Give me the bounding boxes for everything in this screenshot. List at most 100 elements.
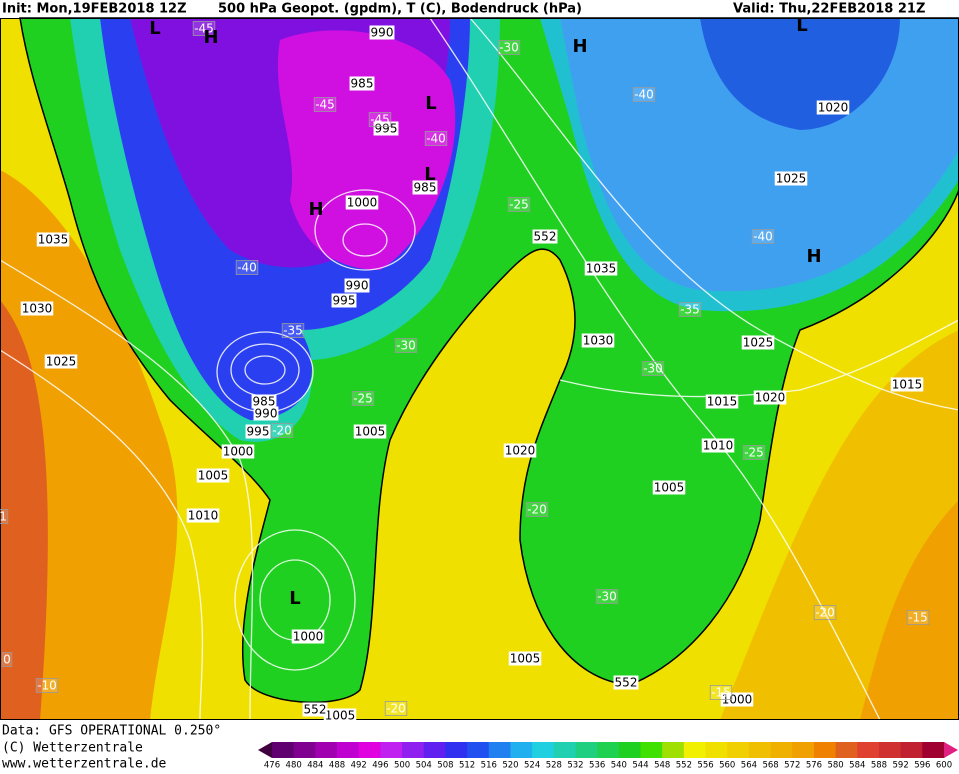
colorbar-label: 484 [307, 761, 323, 771]
temperature-label-box [641, 361, 665, 376]
pressure-label-box [373, 121, 399, 136]
temperature-label: -20 [272, 424, 292, 438]
temperature-label-box [281, 323, 305, 338]
pressure-label-box [774, 171, 808, 186]
copyright: (C) Wetterzentrale [2, 741, 143, 756]
temperature-label-box [424, 131, 448, 146]
colorbar: 476 480 484 488 492 496 500 504 508 512 516 520 524 5… [258, 742, 958, 771]
colorbar-label: 584 [849, 761, 865, 771]
pressure-label: 995 [333, 294, 356, 308]
height-label: 552 [534, 230, 557, 244]
temperature-label: -15 [908, 611, 928, 625]
temperature-label: -30 [643, 362, 663, 376]
temperature-label-box [497, 40, 521, 55]
pressure-center: H [806, 246, 821, 267]
colorbar-label: 476 [264, 761, 280, 771]
temperature-label-box [35, 678, 59, 693]
pressure-label: 990 [346, 279, 369, 293]
colorbar-label: 552 [676, 761, 692, 771]
colorbar-swatch [293, 742, 316, 758]
pressure-label: 1020 [818, 101, 849, 115]
colorbar-label: 588 [871, 761, 887, 771]
colorbar-label: 496 [372, 761, 388, 771]
temperature-label: -25 [509, 198, 529, 212]
pressure-label: 985 [351, 77, 374, 91]
init-time: Init: Mon,19FEB2018 12Z [2, 2, 187, 17]
pressure-label-box [369, 25, 395, 40]
colorbar-swatch [553, 742, 576, 758]
pressure-label-box [349, 76, 375, 91]
temperature-label-box [906, 610, 930, 625]
temperature-label: -45 [370, 113, 390, 127]
temperature-label-box [313, 97, 337, 112]
url: www.wetterzentrale.de [2, 757, 167, 771]
colorbar-label: 504 [416, 761, 432, 771]
pressure-label-box [323, 708, 357, 723]
colorbar-swatch [727, 742, 750, 758]
temperature-label-box [813, 605, 837, 620]
pressure-label: 1025 [776, 172, 807, 186]
colorbar-swatch [900, 742, 923, 758]
pressure-label-box [508, 651, 542, 666]
pressure-label: 1005 [198, 469, 229, 483]
temperature-label: -35 [680, 303, 700, 317]
pressure-label: 1000 [722, 693, 753, 707]
colorbar-label: 600 [936, 761, 952, 771]
colorbar-end [258, 742, 272, 758]
temperature-label-box [507, 197, 531, 212]
pressure-label-box [344, 278, 370, 293]
pressure-label: 1005 [510, 652, 541, 666]
pressure-label: 1010 [188, 509, 219, 523]
height-label: 552 [304, 703, 327, 717]
temperature-label-box [0, 509, 9, 524]
colorbar-label: 500 [394, 761, 410, 771]
colorbar-label: 564 [741, 761, 757, 771]
colorbar-label: 540 [611, 761, 627, 771]
colorbar-swatch [683, 742, 707, 758]
colorbar-swatch [532, 742, 555, 758]
pressure-center: H [308, 199, 323, 220]
pressure-label: 1005 [325, 709, 356, 723]
colorbar-swatch [662, 742, 685, 758]
pressure-label: 1000 [293, 630, 324, 644]
temperature-label-box [1, 652, 13, 667]
temperature-label: -20 [815, 606, 835, 620]
pressure-label: 1025 [743, 336, 774, 350]
height-label-box [532, 229, 558, 244]
colorbar-label: 580 [827, 761, 843, 771]
temperature-label: -20 [527, 503, 547, 517]
pressure-label: 1020 [505, 444, 536, 458]
pressure-label-box [253, 406, 279, 421]
temperature-label: -30 [597, 590, 617, 604]
colorbar-swatch [770, 742, 793, 758]
colorbar-label: 528 [546, 761, 562, 771]
pressure-label-box [20, 301, 54, 316]
height-label-box [613, 675, 639, 690]
pressure-label: 1005 [654, 481, 685, 495]
colorbar-swatch [445, 742, 468, 758]
data-source: Data: GFS OPERATIONAL 0.250° [2, 724, 221, 739]
pressure-label-box [816, 100, 850, 115]
pressure-label: 990 [255, 407, 278, 421]
pressure-label: 1030 [583, 334, 614, 348]
pressure-label: 1035 [586, 262, 617, 276]
colorbar-swatch [792, 742, 815, 758]
temperature-label: -40 [426, 132, 446, 146]
pressure-label-box [705, 394, 739, 409]
pressure-label-box [221, 444, 255, 459]
temperature-label-box [595, 589, 619, 604]
pressure-label-box [196, 468, 230, 483]
colorbar-end [944, 742, 958, 758]
temperature-label-box [751, 229, 775, 244]
pressure-label: 1025 [46, 355, 77, 369]
colorbar-swatch [380, 742, 403, 758]
pressure-label-box [186, 508, 220, 523]
pressure-label-box [245, 424, 271, 439]
colorbar-label: 596 [914, 761, 930, 771]
pressure-center: H [203, 27, 218, 48]
temperature-label: -25 [353, 392, 373, 406]
temperature-label-box [678, 302, 702, 317]
colorbar-swatch [488, 742, 511, 758]
temperature-label-box [742, 445, 766, 460]
